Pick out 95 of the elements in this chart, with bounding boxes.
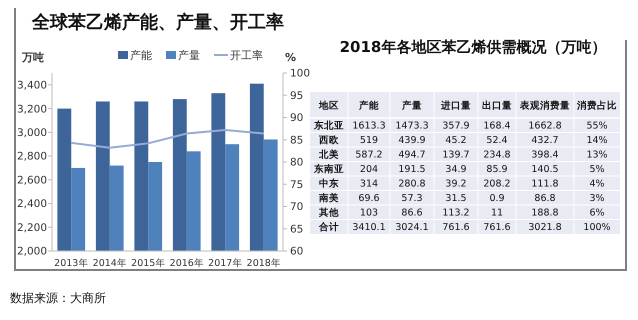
text: 208.2: [483, 178, 511, 190]
text: 69.6: [358, 193, 380, 204]
text: 204: [360, 164, 378, 176]
y2-tick-label: 80: [290, 156, 304, 169]
y-axis-title: 万吨: [21, 51, 44, 64]
y2-tick-label: 60: [290, 246, 304, 258]
text: 314: [360, 178, 378, 190]
y-tick-label: 2,800: [16, 150, 47, 163]
text: 234.8: [483, 150, 511, 161]
x-tick-label: 2013年: [54, 257, 88, 269]
category-label: 地区: [318, 99, 339, 112]
text: 中东: [319, 178, 339, 190]
y2-tick-label: 90: [290, 112, 304, 124]
text: 168.4: [483, 120, 511, 132]
text: 432.7: [531, 135, 559, 146]
x-tick-label: 2014年: [92, 257, 127, 269]
x-tick-label: 2018年: [246, 257, 281, 269]
legend-label: 产能: [130, 49, 152, 62]
y2-tick-label: 70: [290, 201, 304, 214]
text: 1613.3: [352, 120, 386, 132]
y-tick-label: 3,200: [16, 103, 47, 116]
category-label: 表观消费量: [519, 99, 570, 112]
text: 439.9: [398, 135, 426, 146]
y2-tick-label: 65: [290, 223, 304, 236]
text: 85.9: [486, 164, 508, 176]
text: 3024.1: [395, 222, 429, 234]
category-label: 消费占比: [576, 99, 617, 112]
text: 东北亚: [314, 120, 344, 132]
y2-tick-label: 100: [290, 68, 310, 80]
x-tick-label: 2015年: [131, 257, 166, 269]
text: 52.4: [486, 135, 508, 146]
text: 6%: [589, 208, 605, 219]
text: 其他: [319, 208, 339, 219]
y-tick-label: 3,400: [16, 80, 47, 92]
text: 587.2: [355, 150, 383, 161]
x-tick-label: 2016年: [170, 257, 204, 269]
text: 86.8: [534, 193, 556, 204]
text: 761.6: [442, 222, 470, 234]
text: 31.5: [445, 193, 467, 204]
text: 4%: [589, 178, 605, 190]
text: 191.5: [398, 164, 426, 176]
text: 140.5: [531, 164, 559, 176]
text: 519: [360, 135, 378, 146]
text: 3021.8: [528, 222, 562, 234]
y-tick-label: 2,200: [16, 222, 47, 234]
source-note: 数据来源：大商所: [10, 291, 106, 305]
text: 55%: [586, 120, 608, 132]
text: 3410.1: [352, 222, 386, 234]
text: 南美: [319, 193, 339, 204]
category-label: 产量: [401, 99, 422, 112]
text: 113.2: [442, 208, 470, 219]
y-tick-label: 2,400: [16, 198, 47, 210]
text: 280.8: [398, 178, 426, 190]
text: 14%: [586, 135, 608, 146]
text: 761.6: [483, 222, 511, 234]
y2-tick-label: 75: [290, 178, 304, 191]
text: 45.2: [445, 135, 467, 146]
y-tick-label: 2,000: [16, 246, 47, 258]
y-tick-label: 2,600: [16, 174, 47, 186]
text: 100%: [583, 222, 611, 234]
text: 39.2: [445, 178, 467, 190]
text: 398.4: [531, 150, 559, 161]
category-label: 进口量: [440, 99, 471, 112]
y2-axis-title: %: [285, 51, 296, 64]
text: 34.9: [445, 164, 467, 176]
text: 合计: [319, 222, 339, 234]
y-tick-label: 3,000: [16, 127, 47, 140]
text: 5%: [589, 164, 605, 176]
text: 东南亚: [314, 164, 344, 176]
text: 2018年各地区苯乙烯供需概况（万吨）: [340, 38, 606, 56]
text: 188.8: [531, 208, 559, 219]
chart-title: 全球苯乙烯产能、产量、开工率: [31, 12, 284, 33]
text: 西欧: [319, 135, 339, 146]
category-label: 出口量: [482, 99, 512, 112]
text: 1662.8: [528, 120, 562, 132]
text: 139.7: [442, 150, 470, 161]
text: 3%: [589, 193, 605, 204]
text: 494.7: [398, 150, 426, 161]
x-tick-label: 2017年: [208, 257, 242, 269]
y2-tick-label: 95: [290, 90, 304, 102]
text: 111.8: [531, 178, 559, 190]
text: 86.6: [401, 208, 423, 219]
text: 0.9: [489, 193, 505, 204]
legend-label: 产量: [178, 49, 200, 62]
text: 13%: [586, 150, 608, 161]
legend-label: 开工率: [230, 49, 263, 62]
text: 北美: [319, 150, 339, 161]
text: 103: [360, 208, 378, 219]
category-label: 产能: [358, 99, 379, 112]
line-series: [70, 128, 265, 149]
y2-tick-label: 85: [290, 134, 304, 146]
text: 1473.3: [395, 120, 429, 132]
text: 57.3: [401, 193, 423, 204]
text: 357.9: [442, 120, 470, 132]
text: 11: [490, 208, 504, 219]
